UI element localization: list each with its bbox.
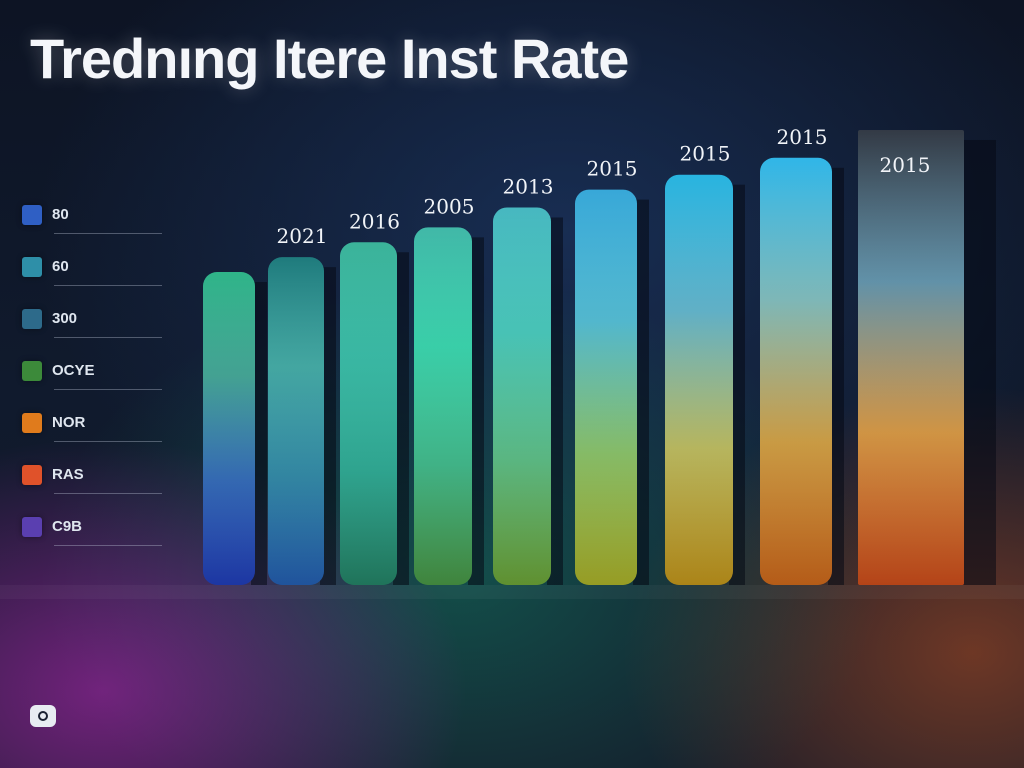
legend-item: 80 — [22, 205, 172, 257]
legend: 80 60 300 OCYE NOR RAS C9B — [22, 205, 172, 569]
legend-rule — [54, 389, 162, 390]
legend-label: 80 — [52, 206, 69, 223]
legend-label: RAS — [52, 466, 84, 483]
logo-icon — [30, 705, 56, 727]
bar-shade — [493, 207, 551, 585]
bar-shade — [203, 272, 255, 585]
bar-shade — [858, 129, 964, 586]
legend-rule — [54, 233, 162, 234]
legend-swatch-icon — [22, 413, 42, 433]
bar-data-label: 2021 — [277, 224, 328, 248]
bar-data-label: 2005 — [424, 194, 475, 218]
data-labels-group: 2021 2016 2005 2013 2015 2015 2015 2015 — [277, 125, 931, 248]
legend-item: RAS — [22, 465, 172, 517]
bar-side — [960, 139, 996, 586]
legend-swatch-icon — [22, 361, 42, 381]
bar-shade — [575, 189, 637, 586]
bar-data-label: 2015 — [680, 142, 731, 166]
bar-data-label: 2013 — [503, 174, 554, 198]
bar-shade — [340, 242, 397, 585]
legend-swatch-icon — [22, 257, 42, 277]
bar-data-label: 2015 — [880, 153, 931, 177]
legend-rule — [54, 337, 162, 338]
bar-shade — [268, 257, 324, 585]
legend-swatch-icon — [22, 309, 42, 329]
legend-rule — [54, 441, 162, 442]
legend-swatch-icon — [22, 465, 42, 485]
legend-rule — [54, 545, 162, 546]
bar-shade — [665, 174, 733, 585]
chart-title: Trednıng Itere Inst Rate — [30, 27, 629, 90]
legend-label: C9B — [52, 518, 83, 535]
bar-shade — [760, 157, 832, 585]
bar-data-label: 2015 — [777, 125, 828, 149]
bar-shade — [414, 227, 472, 585]
legend-item: OCYE — [22, 361, 172, 413]
bar-data-label: 2016 — [349, 209, 400, 233]
floor — [0, 585, 1024, 599]
legend-item: 300 — [22, 309, 172, 361]
legend-item: NOR — [22, 413, 172, 465]
legend-label: 60 — [52, 258, 69, 275]
legend-label: 300 — [52, 310, 78, 327]
bar-data-label: 2015 — [587, 157, 638, 181]
legend-item: C9B — [22, 517, 172, 569]
legend-rule — [54, 285, 162, 286]
legend-label: NOR — [52, 414, 86, 431]
legend-rule — [54, 493, 162, 494]
legend-item: 60 — [22, 257, 172, 309]
legend-swatch-icon — [22, 517, 42, 537]
bars-group — [203, 129, 996, 586]
legend-label: OCYE — [52, 362, 95, 379]
legend-swatch-icon — [22, 205, 42, 225]
